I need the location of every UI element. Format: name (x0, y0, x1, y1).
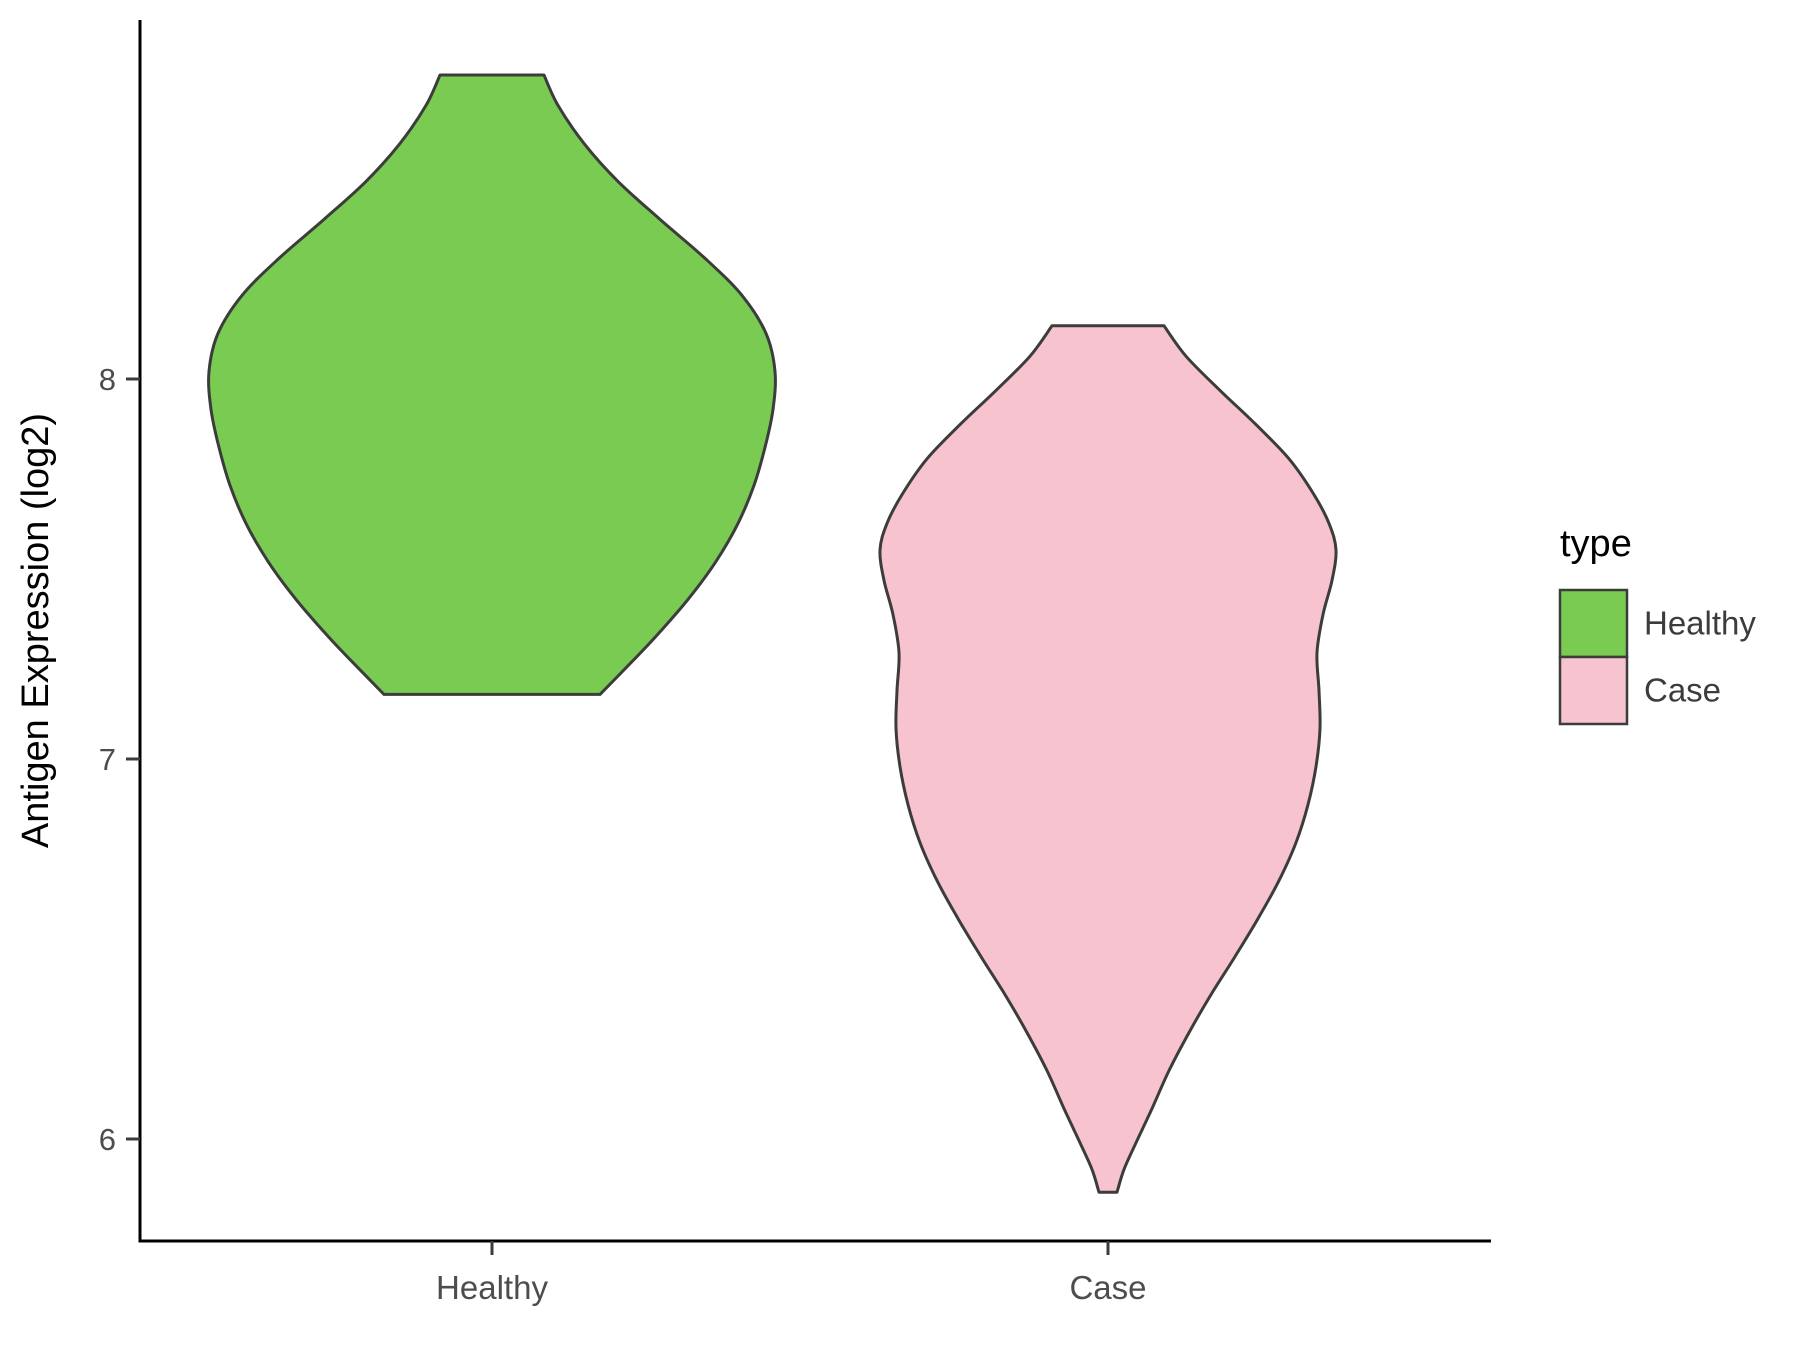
legend-label-case: Case (1644, 672, 1721, 709)
y-tick-label-8: 8 (99, 362, 116, 397)
legend-key-healthy (1558, 588, 1629, 659)
violin-case (878, 324, 1338, 1194)
y-tick-label-6: 6 (99, 1122, 116, 1157)
y-tick-label-7: 7 (99, 742, 116, 777)
y-axis-title: Antigen Expression (log2) (15, 413, 57, 848)
violin-healthy (207, 73, 777, 696)
legend-label-healthy: Healthy (1644, 605, 1756, 642)
x-category-label-healthy: Healthy (436, 1269, 548, 1306)
legend-title: type (1560, 523, 1632, 565)
x-category-label-case: Case (1069, 1269, 1146, 1306)
legend-key-case (1558, 655, 1629, 726)
